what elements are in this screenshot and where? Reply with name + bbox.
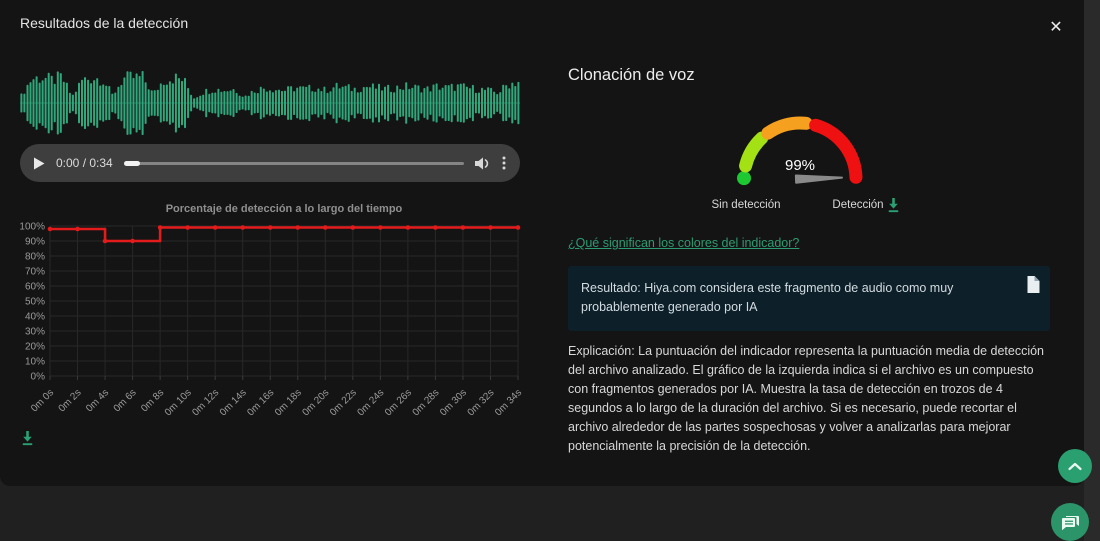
svg-text:0m 12s: 0m 12s — [190, 387, 221, 418]
chat-icon — [1061, 515, 1079, 530]
svg-text:100%: 100% — [19, 222, 45, 233]
svg-text:0m 2s: 0m 2s — [57, 387, 84, 414]
svg-text:99%: 99% — [785, 157, 815, 174]
svg-text:0m 18s: 0m 18s — [273, 387, 304, 418]
copy-icon[interactable] — [1026, 275, 1041, 294]
detection-percentage-chart: Porcentaje de detección a lo largo del t… — [19, 203, 524, 418]
svg-text:80%: 80% — [25, 252, 45, 263]
download-chart-icon[interactable] — [20, 430, 35, 446]
play-icon[interactable] — [34, 157, 45, 170]
indicator-colors-link[interactable]: ¿Qué significan los colores del indicado… — [568, 236, 800, 250]
audio-player[interactable]: 0:00 / 0:34 — [20, 144, 520, 182]
svg-text:50%: 50% — [25, 297, 45, 308]
close-icon[interactable]: ✕ — [1042, 14, 1070, 42]
chevron-up-icon — [1068, 462, 1082, 470]
gauge-label-detection: Detección — [832, 199, 884, 211]
svg-text:0m 22s: 0m 22s — [328, 387, 359, 418]
svg-text:0%: 0% — [31, 372, 46, 383]
svg-text:60%: 60% — [25, 282, 45, 293]
svg-text:0m 14s: 0m 14s — [218, 387, 249, 418]
detection-results-dialog: Resultados de la detección ✕ 0:00 / 0:34… — [0, 0, 1084, 486]
svg-text:0m 34s: 0m 34s — [493, 387, 524, 418]
seek-thumb[interactable] — [123, 160, 140, 166]
player-menu-icon[interactable] — [502, 156, 506, 170]
svg-text:0m 16s: 0m 16s — [245, 387, 276, 418]
page-background-strip — [1084, 0, 1100, 541]
download-gauge-icon[interactable] — [886, 197, 901, 213]
svg-text:0m 30s: 0m 30s — [438, 387, 469, 418]
seek-slider[interactable] — [123, 160, 464, 166]
svg-text:0m 28s: 0m 28s — [411, 387, 442, 418]
svg-text:10%: 10% — [25, 357, 45, 368]
svg-text:0m 4s: 0m 4s — [84, 387, 111, 414]
svg-text:20%: 20% — [25, 342, 45, 353]
svg-text:40%: 40% — [25, 312, 45, 323]
explanation-text: Explicación: La puntuación del indicador… — [568, 344, 1045, 453]
result-text: Resultado: Hiya.com considera este fragm… — [581, 281, 954, 315]
svg-text:0m 6s: 0m 6s — [112, 387, 139, 414]
svg-text:0m 24s: 0m 24s — [356, 387, 387, 418]
result-box: Resultado: Hiya.com considera este fragm… — [568, 266, 1050, 331]
gauge-label-no-detection: Sin detección — [711, 199, 781, 211]
svg-text:90%: 90% — [25, 237, 45, 248]
chat-button[interactable] — [1051, 503, 1089, 541]
section-title: Clonación de voz — [568, 66, 695, 84]
svg-text:0m 10s: 0m 10s — [163, 387, 194, 418]
audio-waveform — [20, 71, 520, 135]
detection-gauge: 99% — [737, 116, 863, 186]
svg-text:0m 0s: 0m 0s — [29, 387, 56, 414]
svg-text:70%: 70% — [25, 267, 45, 278]
svg-text:0m 32s: 0m 32s — [466, 387, 497, 418]
svg-text:30%: 30% — [25, 327, 45, 338]
volume-icon[interactable] — [475, 157, 491, 170]
scroll-top-button[interactable] — [1058, 449, 1092, 483]
svg-text:0m 26s: 0m 26s — [383, 387, 414, 418]
svg-text:Porcentaje de detección a lo l: Porcentaje de detección a lo largo del t… — [166, 203, 403, 215]
svg-text:0m 20s: 0m 20s — [300, 387, 331, 418]
playback-time: 0:00 / 0:34 — [56, 156, 113, 170]
dialog-title: Resultados de la detección — [20, 15, 189, 31]
